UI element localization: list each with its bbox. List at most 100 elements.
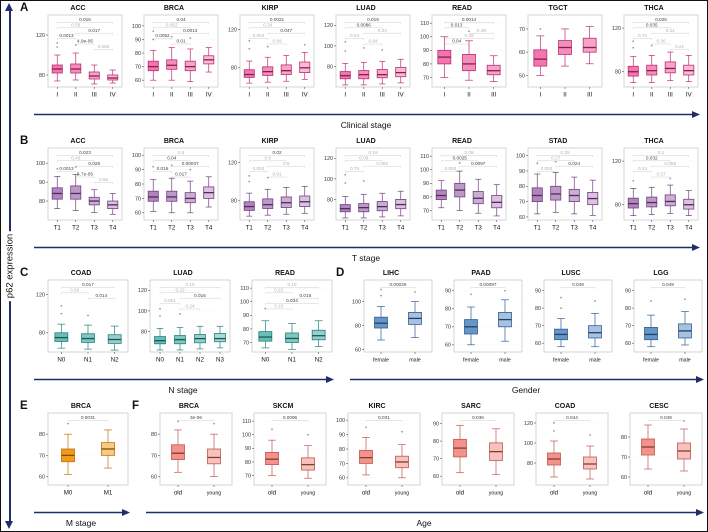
x-tick-label: II xyxy=(563,92,567,99)
p-value: 0.016 xyxy=(79,17,91,22)
subplot-acc: ACC 80 120 0.016 0.58 0.017 0.0013 4.9e-05 0.065… xyxy=(31,3,125,109)
x-tick-label: T1 xyxy=(150,224,158,231)
subplot-title: TGCT xyxy=(548,5,568,12)
subplot-title: SKCM xyxy=(272,402,294,410)
p-value: 0.25 xyxy=(560,150,570,155)
y-tick-label: 70 xyxy=(621,455,627,461)
x-tick-label: old xyxy=(362,489,371,496)
outlier-dot xyxy=(264,307,267,310)
subplot-luad: LUAD 80 100 120 0.019 0.0086 0.33 0.53 0.84 I II II… xyxy=(319,3,413,109)
y-tick-label: 70 xyxy=(243,341,249,347)
x-tick-label: T1 xyxy=(342,224,350,231)
p-value: 0.044 xyxy=(566,415,578,420)
y-tick-label: 80 xyxy=(327,197,333,203)
subplots-C: COAD 80 120 0.017 0.56 0.014 N0 N1 N2 LUAD 80 100 12… xyxy=(31,268,335,374)
y-tick-label: 70 xyxy=(39,453,45,459)
subplot-read: READ 70 80 90 100 110 0.15 0.22 0.016 0.034 0.16 N0… xyxy=(235,268,335,374)
p-value: 0.031 xyxy=(378,415,390,420)
y-tick-label: 80 xyxy=(527,461,533,467)
x-tick-label: T3 xyxy=(379,224,387,231)
p-value: 0.21 xyxy=(675,44,685,49)
x-tick-label: I xyxy=(344,92,346,99)
y-tick-label: 80 xyxy=(245,460,251,466)
x-tick-label: female xyxy=(373,358,389,364)
subplot-plot: 80 100 120 0.150.22 0.016 0.061 0.24 N0 N1 N2 N3 xyxy=(138,279,231,364)
p-value: 0.049 xyxy=(660,415,672,420)
subplot-skcm: SKCM 70 80 90 100 110 0.0096 old young xyxy=(237,401,329,507)
subplot-title: BRCA xyxy=(163,137,185,145)
y-tick-label: 60 xyxy=(519,214,525,220)
y-tick-label: 60 xyxy=(433,474,439,480)
y-tick-label: 80 xyxy=(433,439,439,445)
y-tick-label: 120 xyxy=(524,421,533,427)
p-value: 0.0086 xyxy=(357,22,372,27)
y-tick-label: 50 xyxy=(519,73,525,79)
subplot-plot: 60 80 100 0.00026 female male xyxy=(352,279,433,364)
arrow-down-icon xyxy=(5,521,13,529)
y-tick-label: 80 xyxy=(423,194,429,200)
x-axis-title: M stage xyxy=(65,517,97,528)
box xyxy=(258,331,273,342)
y-tick-label: 80 xyxy=(39,73,45,79)
p-value: 0.91 xyxy=(272,171,282,176)
x-tick-label: I xyxy=(248,92,250,99)
p-value: 0.036 xyxy=(472,415,484,420)
outlier-dot xyxy=(650,300,652,303)
y-tick-label: 100 xyxy=(132,24,141,30)
y-tick-label: 80 xyxy=(327,64,333,70)
p-value: 0.014 xyxy=(95,293,107,298)
p-value: 3e-06 xyxy=(190,415,202,420)
y-tick-label: 60 xyxy=(339,476,345,482)
x-tick-label: N2 xyxy=(111,357,119,364)
x-tick-label: T3 xyxy=(475,224,483,231)
y-tick-label: 100 xyxy=(36,161,45,167)
outlier-dot xyxy=(504,290,506,293)
y-tick-label: 60 xyxy=(621,475,627,481)
y-tick-label: 70 xyxy=(245,473,251,479)
x-tick-label: T2 xyxy=(72,224,80,231)
subplot-read: READ 70 80 90 100 110 0.0014 0.013 0.38 0.28 0.04 I… xyxy=(415,3,509,109)
outlier-dot xyxy=(56,46,59,48)
p-value: 0.0013 xyxy=(59,33,74,38)
subplot-title: LUSC xyxy=(561,270,581,278)
subplot-brca: BRCA 60 70 80 3e-06 old young xyxy=(143,401,235,507)
p-value: 0.04 xyxy=(167,155,177,160)
x-tick-label: I xyxy=(56,92,58,99)
x-axis-title: Gender xyxy=(511,385,541,396)
box xyxy=(531,187,543,202)
p-value: 0.013 xyxy=(451,22,463,27)
x-tick-label: N1 xyxy=(84,357,92,364)
subplot-thca: THCA 80 120 0.026 0.035 0.11 0.72 0.36 0.21 I II II… xyxy=(607,3,701,109)
subplot-plot: 60 70 80 90 0.049 female male xyxy=(625,279,703,364)
outlier-dot xyxy=(266,176,269,179)
x-tick-label: T4 xyxy=(109,224,117,231)
panel-label-A: A xyxy=(20,2,29,14)
subplot-read: READ 70 80 90 100 110 0.08 0.0025 0.0097 0.082 T1 T… xyxy=(415,136,509,242)
x-tick-label: I xyxy=(539,92,541,99)
subplot-plot: 60 70 80 90 100 0.50.04 0.00037 0.016 0.017 T1 T2 T… xyxy=(132,147,219,231)
x-tick-label: T3 xyxy=(667,224,675,231)
y-tick-label: 100 xyxy=(516,153,525,159)
outlier-dot xyxy=(669,177,672,180)
p-value: 0.36 xyxy=(656,39,666,44)
y-tick-label: 100 xyxy=(242,433,251,439)
figure-row: E BRCA 60 70 80 0.0031 M0 M1 M stage F BRCA 60 70 80 3… xyxy=(19,400,707,529)
outlier-dot xyxy=(248,180,251,183)
p-value: 0.72 xyxy=(638,33,648,38)
subplot-plot: 80 100 120 0.180.08 0.082 0.75 T1 T2 T3 T4 xyxy=(324,147,411,231)
x-tick-label: old xyxy=(174,489,183,496)
subplot-title: STAD xyxy=(548,137,568,145)
y-tick-label: 90 xyxy=(245,446,251,452)
box xyxy=(285,332,299,344)
y-tick-label: 80 xyxy=(39,199,45,205)
p-value: 0.026 xyxy=(88,160,100,165)
outlier-dot xyxy=(401,430,403,433)
outlier-dot xyxy=(553,430,555,432)
outlier-dot xyxy=(344,40,347,43)
x-tick-label: IV xyxy=(398,92,405,99)
